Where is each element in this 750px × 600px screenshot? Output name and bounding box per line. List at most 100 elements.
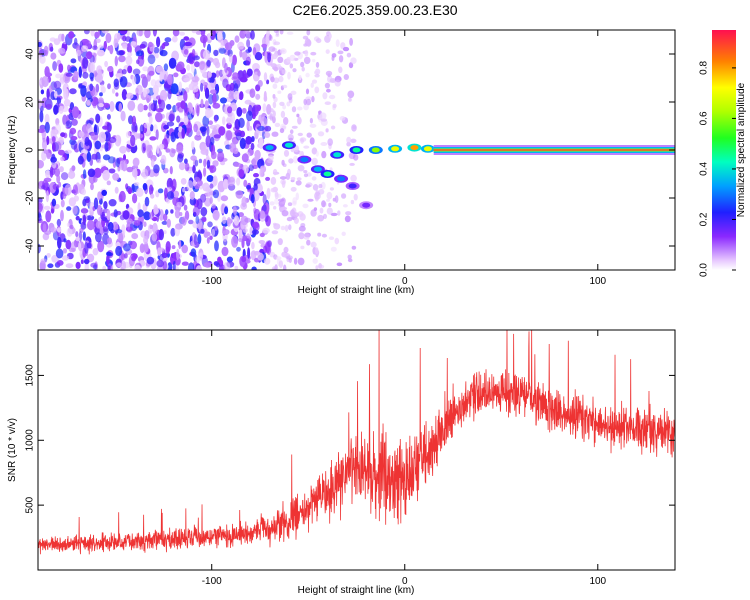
heatmap-faint-blob — [296, 113, 300, 118]
heatmap-faint-blob — [281, 210, 289, 217]
heatmap-noise-blob — [207, 188, 214, 198]
heatmap-noise-blob — [137, 209, 144, 218]
heatmap-noise-blob — [209, 235, 213, 241]
heatmap-noise-blob — [162, 261, 168, 270]
heatmap-faint-blob — [348, 97, 352, 102]
heatmap-noise-blob — [106, 251, 112, 256]
heatmap-faint-blob — [310, 82, 314, 88]
heatmap-faint-blob — [286, 217, 293, 222]
heatmap-faint-blob — [337, 210, 341, 216]
heatmap-noise-blob — [90, 61, 96, 73]
snr-ylabel: SNR (10 * v/v) — [7, 418, 18, 482]
heatmap-noise-blob — [200, 228, 205, 234]
heatmap-noise-blob — [115, 73, 123, 78]
x-tick-label: 100 — [589, 576, 606, 587]
heatmap-noise-blob — [190, 155, 197, 161]
heatmap-faint-blob — [318, 183, 323, 189]
heatmap-noise-blob — [210, 151, 217, 160]
heatmap-noise-blob — [211, 228, 216, 237]
heatmap-noise-blob — [75, 231, 79, 238]
heatmap-noise-blob — [184, 106, 188, 118]
heatmap-noise-blob — [234, 265, 239, 270]
heatmap-faint-blob — [325, 70, 333, 77]
heatmap-noise-blob — [120, 110, 126, 122]
heatmap-noise-blob — [220, 40, 224, 49]
heatmap-faint-blob — [297, 165, 305, 172]
heatmap-faint-blob — [303, 170, 308, 174]
heatmap-noise-blob — [127, 100, 136, 111]
heatmap-faint-blob — [350, 174, 357, 182]
heatmap-noise-blob — [139, 43, 146, 49]
heatmap-noise-blob — [166, 121, 175, 127]
heatmap-noise-blob — [231, 213, 235, 220]
heatmap-noise-blob — [235, 132, 242, 141]
heatmap-faint-blob — [314, 247, 319, 255]
heatmap-noise-blob — [98, 97, 104, 104]
heatmap-noise-blob — [253, 189, 260, 202]
heatmap-noise-blob — [252, 221, 260, 229]
heatmap-noise-blob — [132, 68, 141, 76]
heatmap-faint-blob — [344, 215, 351, 223]
heatmap-noise-blob — [257, 252, 264, 261]
heatmap-noise-blob — [135, 87, 139, 95]
heatmap-noise-blob — [72, 205, 78, 215]
carrier-core — [433, 149, 675, 151]
heatmap-noise-blob — [134, 125, 138, 133]
heatmap-noise-blob — [178, 239, 182, 250]
heatmap-noise-blob — [164, 37, 172, 43]
heatmap-faint-blob — [321, 233, 327, 238]
heatmap-noise-blob — [95, 113, 101, 124]
heatmap-noise-blob — [66, 222, 70, 227]
heatmap-noise-blob — [264, 210, 269, 215]
heatmap-noise-blob — [101, 216, 107, 222]
heatmap-faint-blob — [303, 98, 308, 106]
page-title: C2E6.2025.359.00.23.E30 — [292, 2, 458, 18]
heatmap-noise-blob — [192, 206, 200, 217]
heatmap-noise-blob — [202, 115, 210, 128]
heatmap-noise-blob — [127, 219, 131, 231]
heatmap-noise-blob — [152, 30, 157, 37]
heatmap-faint-blob — [283, 149, 290, 157]
heatmap-noise-blob — [69, 88, 77, 95]
heatmap-noise-blob — [52, 183, 60, 190]
heatmap-noise-blob — [76, 49, 82, 57]
heatmap-noise-blob — [130, 134, 136, 147]
heatmap-noise-blob — [171, 35, 178, 43]
branch-core — [284, 142, 293, 148]
heatmap-noise-blob — [65, 72, 73, 77]
heatmap-noise-blob — [165, 246, 170, 255]
heatmap-noise-blob — [131, 255, 137, 262]
heatmap-noise-blob — [143, 104, 148, 111]
heatmap-noise-blob — [210, 136, 215, 146]
heatmap-faint-blob — [268, 46, 276, 52]
heatmap-noise-blob — [91, 153, 98, 160]
heatmap-faint-blob — [296, 177, 302, 181]
heatmap-noise-blob — [108, 199, 117, 207]
heatmap-noise-blob — [117, 32, 121, 41]
heatmap-noise-blob — [184, 158, 188, 164]
heatmap-faint-blob — [311, 79, 318, 84]
heatmap-noise-blob — [41, 185, 46, 190]
heatmap-noise-blob — [149, 136, 157, 141]
heatmap-noise-blob — [102, 154, 111, 161]
heatmap-faint-blob — [320, 118, 328, 122]
heatmap-noise-blob — [227, 106, 233, 114]
heatmap-noise-blob — [195, 92, 199, 100]
heatmap-noise-blob — [152, 222, 158, 234]
heatmap-noise-blob — [51, 198, 57, 207]
heatmap-noise-blob — [139, 216, 145, 221]
heatmap-faint-blob — [320, 181, 326, 190]
heatmap-noise-blob — [44, 121, 50, 134]
heatmap-noise-blob — [96, 204, 103, 216]
heatmap-noise-blob — [213, 261, 219, 266]
heatmap-noise-blob — [149, 46, 155, 52]
branch-core — [323, 171, 332, 177]
heatmap-noise-blob — [250, 194, 255, 204]
heatmap-noise-blob — [157, 247, 162, 256]
heatmap-faint-blob — [321, 150, 327, 159]
heatmap-noise-blob — [104, 60, 108, 68]
heatmap-noise-blob — [206, 237, 210, 244]
heatmap-faint-blob — [317, 232, 322, 237]
heatmap-noise-blob — [38, 159, 44, 169]
heatmap-noise-blob — [183, 204, 188, 211]
